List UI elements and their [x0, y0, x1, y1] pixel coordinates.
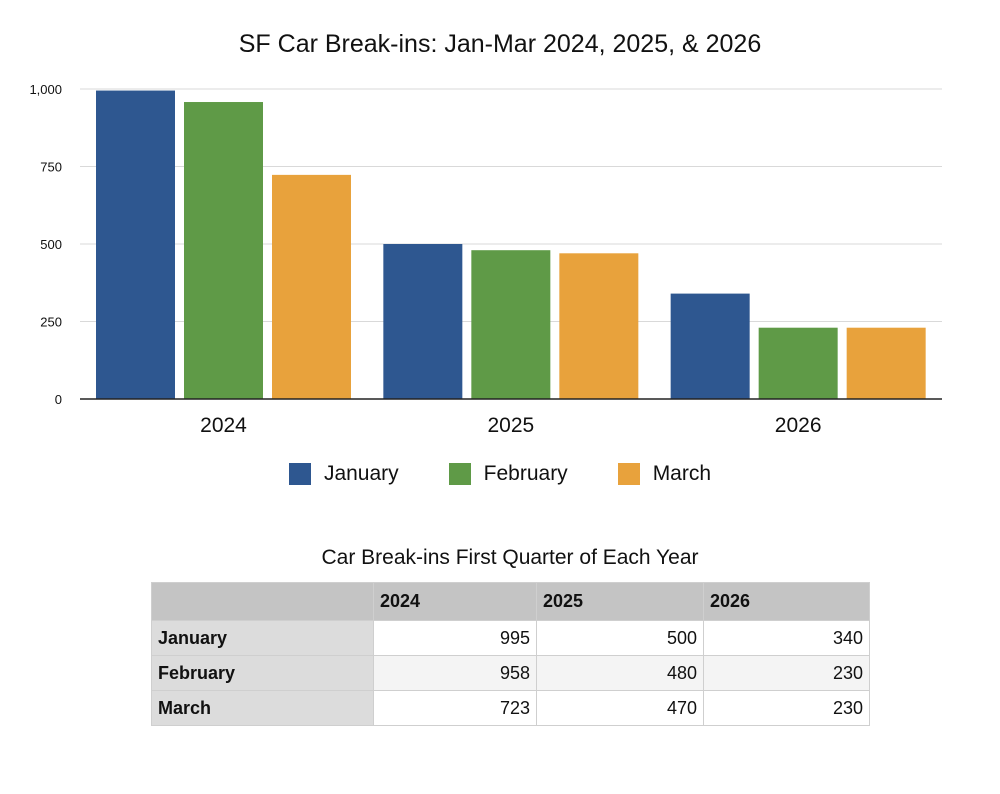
y-tick-label: 500 [40, 237, 62, 252]
data-table: 2024 2025 2026 January 995 500 340 Febru… [151, 582, 870, 726]
legend-item-march: March [617, 462, 712, 486]
table-cell: 500 [536, 620, 704, 656]
table-cell: 958 [373, 655, 537, 691]
bar-2025-january [383, 244, 463, 399]
x-tick-label: 2025 [487, 414, 534, 437]
legend-swatch-february [448, 463, 471, 485]
chart-title: SF Car Break-ins: Jan-Mar 2024, 2025, & … [238, 30, 762, 58]
table-cell: 230 [703, 655, 870, 691]
bar-2025-march [559, 253, 639, 399]
table-row: March 723 470 230 [151, 690, 870, 726]
y-tick-label: 1,000 [29, 82, 62, 97]
table-header-row: 2024 2025 2026 [151, 582, 870, 621]
legend-swatch-march [617, 463, 640, 485]
table-row-label: January [151, 620, 374, 656]
table-cell: 470 [536, 690, 704, 726]
table-row-label: February [151, 655, 374, 691]
legend-label-january: January [323, 462, 399, 485]
table-cell: 995 [373, 620, 537, 656]
bar-2024-march [272, 174, 351, 399]
table-row: January 995 500 340 [151, 620, 870, 656]
table-cell: 723 [373, 690, 537, 726]
y-tick-label: 0 [55, 392, 62, 407]
bar-2026-january [670, 293, 750, 399]
bar-chart: 0 250 500 750 1,000 2024 2025 2026 [29, 82, 942, 437]
table-header-2026: 2026 [703, 582, 870, 621]
bar-2024-february [184, 102, 263, 400]
legend-item-february: February [448, 462, 568, 486]
table-title: Car Break-ins First Quarter of Each Year [321, 546, 699, 569]
legend-swatch-january [288, 463, 311, 485]
table-cell: 480 [536, 655, 704, 691]
legend: January February March [0, 462, 1000, 486]
x-tick-label: 2024 [200, 414, 247, 437]
table-cell: 230 [703, 690, 870, 726]
legend-label-march: March [652, 462, 712, 485]
bars [96, 90, 926, 400]
bar-2024-january [96, 90, 175, 400]
x-tick-label: 2026 [775, 414, 822, 437]
table-row-label: March [151, 690, 374, 726]
legend-label-february: February [483, 462, 568, 485]
bar-2025-february [471, 250, 551, 399]
y-tick-label: 250 [40, 315, 62, 330]
bar-2026-february [758, 327, 838, 399]
table-header-2025: 2025 [536, 582, 704, 621]
legend-item-january: January [288, 462, 399, 486]
table-header-corner [151, 582, 374, 621]
table-cell: 340 [703, 620, 870, 656]
table-row: February 958 480 230 [151, 655, 870, 691]
bar-2026-march [846, 327, 926, 399]
y-tick-label: 750 [40, 160, 62, 175]
table-header-2024: 2024 [373, 582, 537, 621]
x-axis-ticks: 2024 2025 2026 [200, 414, 821, 437]
y-axis-ticks: 0 250 500 750 1,000 [29, 82, 62, 407]
